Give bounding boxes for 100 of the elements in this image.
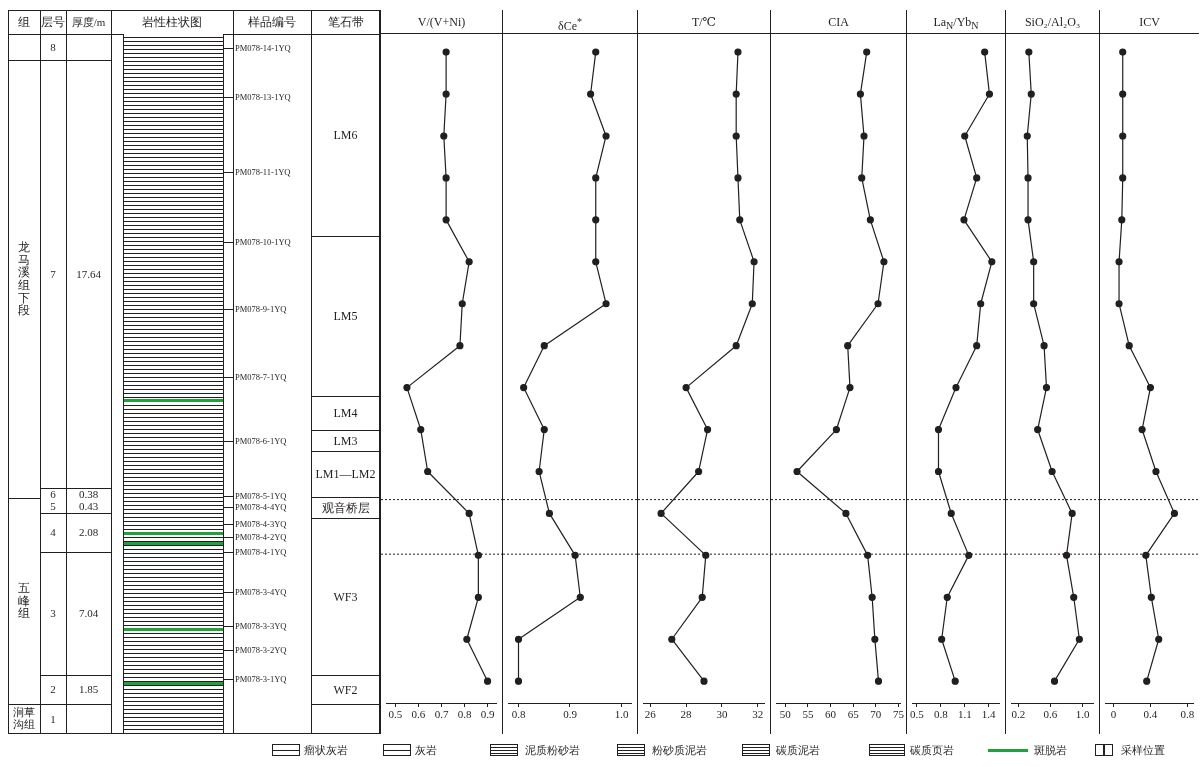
point <box>985 90 994 98</box>
x-tick-label: 0.2 <box>1011 708 1026 721</box>
point <box>934 425 943 434</box>
point <box>1050 677 1059 685</box>
point <box>858 174 866 182</box>
point <box>540 342 548 350</box>
x-tick-label: 1.1 <box>957 708 972 721</box>
text: 采样位置 <box>1121 743 1165 756</box>
x-tick-label: 0.8 <box>457 708 472 721</box>
point <box>874 677 883 685</box>
x-tick-label: 0.6 <box>411 708 426 721</box>
point <box>1147 593 1155 601</box>
point <box>440 132 448 140</box>
x-tick-label: 1.0 <box>614 708 629 721</box>
point <box>1142 551 1150 559</box>
point <box>424 467 432 476</box>
text: 龙马溪组下段 <box>17 240 31 318</box>
text: 观音桥层 <box>321 500 370 515</box>
x-tick-label: 55 <box>802 708 814 721</box>
chart-title: ICV <box>1100 10 1199 34</box>
x-tick-label: 0.8 <box>1180 708 1195 721</box>
point <box>474 593 482 601</box>
point <box>844 342 852 350</box>
text: PM078-13-1YQ <box>235 91 291 102</box>
x-tick-label: 0.4 <box>1143 708 1158 721</box>
point <box>1068 509 1076 518</box>
text: 1.85 <box>78 683 99 695</box>
point <box>1119 48 1127 56</box>
point <box>514 635 523 643</box>
point <box>592 258 600 266</box>
text: 碳质泥岩 <box>776 743 820 756</box>
point <box>602 300 610 308</box>
point <box>520 384 528 392</box>
text: 7 <box>50 267 56 280</box>
point <box>874 300 882 308</box>
point <box>988 258 996 266</box>
text: 碳质页岩 <box>910 743 954 756</box>
point <box>587 90 595 98</box>
point <box>695 467 703 476</box>
point <box>1115 300 1123 308</box>
text: PM078-14-1YQ <box>235 42 291 53</box>
point <box>463 635 471 643</box>
text: 4 <box>50 526 56 538</box>
text: PM078-4-2YQ <box>235 531 287 542</box>
point <box>1125 342 1133 350</box>
point <box>1034 425 1042 434</box>
point <box>1152 467 1160 476</box>
text: 涧草沟组 <box>12 706 36 731</box>
point <box>483 677 492 685</box>
x-tick-label: 75 <box>892 708 905 721</box>
x-tick-label: 32 <box>752 708 764 721</box>
point <box>863 48 871 56</box>
text: PM078-6-1YQ <box>235 435 287 446</box>
text: PM078-11-1YQ <box>235 166 291 177</box>
text: 6 <box>50 487 56 500</box>
text: PM078-4-3YQ <box>235 518 287 529</box>
point <box>952 384 960 392</box>
point <box>1040 342 1048 350</box>
text: LM4 <box>333 406 358 420</box>
text: LM5 <box>333 309 358 323</box>
point <box>1075 635 1083 643</box>
point <box>682 384 690 392</box>
text: 组 <box>18 15 30 29</box>
point <box>1119 132 1127 140</box>
x-tick-label: 1.4 <box>981 708 997 721</box>
x-tick-label: 0.9 <box>480 708 495 721</box>
point <box>540 425 548 434</box>
point <box>1025 48 1033 56</box>
point <box>1118 216 1126 224</box>
text: PM078-3-4YQ <box>235 586 287 597</box>
text: 斑脱岩 <box>1034 743 1067 756</box>
point <box>545 509 553 518</box>
point <box>734 48 742 56</box>
point <box>1024 174 1032 182</box>
text: 灰岩 <box>415 743 437 756</box>
text: PM078-4-1YQ <box>235 546 287 557</box>
text: WF3 <box>333 589 358 604</box>
text: 5 <box>50 500 56 512</box>
point <box>793 467 801 476</box>
chart-title: δCe$^{*}$ <box>503 10 637 34</box>
point <box>535 467 543 476</box>
point <box>1024 216 1032 224</box>
chart-title: V/(V+Ni) <box>381 10 502 34</box>
point <box>1042 384 1051 392</box>
point <box>734 174 742 182</box>
text: 1 <box>50 712 56 725</box>
chart-title: T/℃ <box>638 10 770 34</box>
text: 瘤状灰岩 <box>304 743 348 756</box>
point <box>592 48 600 56</box>
text: 泥质粉砂岩 <box>525 743 580 756</box>
point <box>748 300 756 308</box>
point <box>602 132 610 140</box>
text: 五峰组 <box>17 581 31 621</box>
point <box>1143 677 1151 685</box>
x-tick-label: 0.5 <box>910 708 925 721</box>
point <box>860 132 868 140</box>
point <box>442 174 450 182</box>
point <box>943 593 951 601</box>
point <box>442 90 450 98</box>
point <box>1027 90 1035 98</box>
